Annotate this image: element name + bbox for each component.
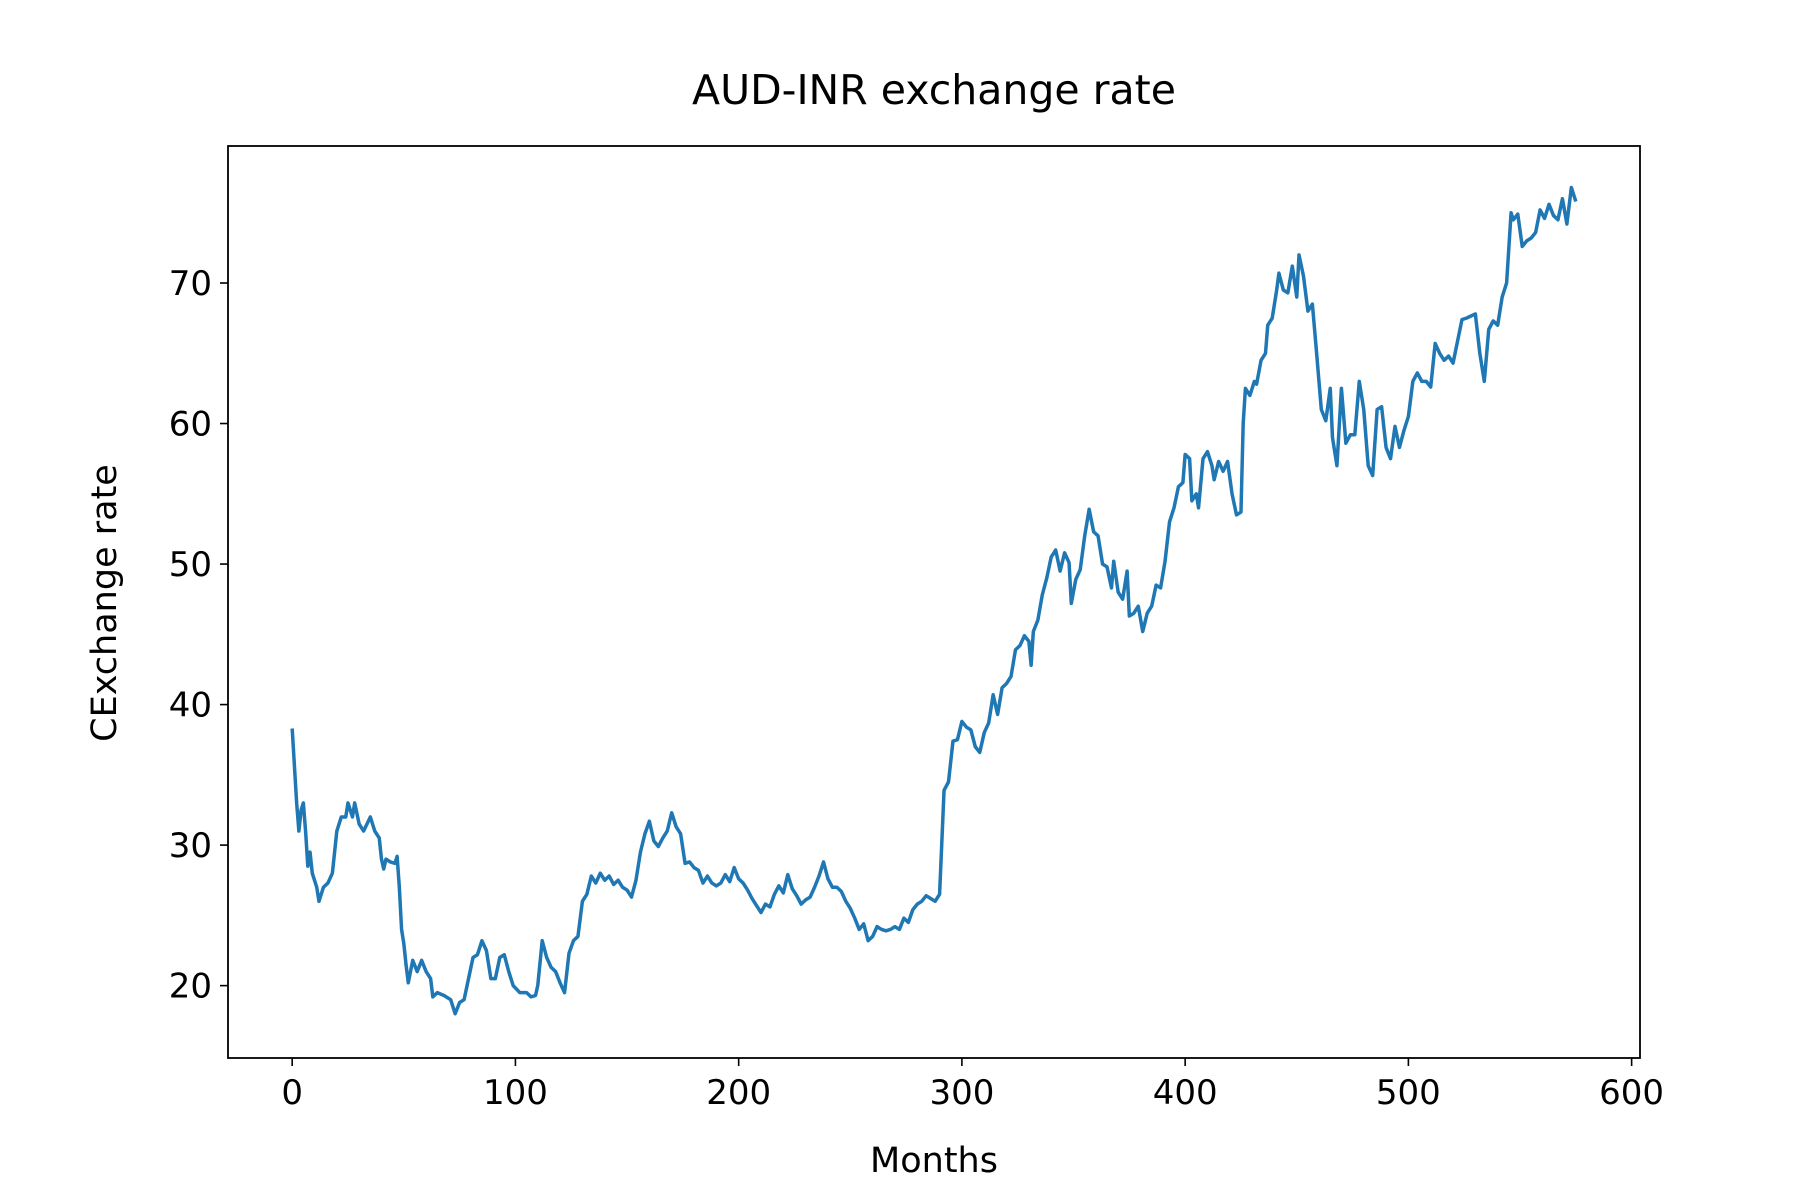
- plot-frame: [227, 145, 1641, 1059]
- y-tick-label: 70: [169, 264, 212, 304]
- x-tick-label: 300: [929, 1073, 994, 1113]
- x-tick-label: 500: [1376, 1073, 1441, 1113]
- x-tick-label: 400: [1153, 1073, 1218, 1113]
- x-axis-label: Months: [870, 1141, 998, 1181]
- y-tick-label: 40: [169, 686, 212, 726]
- y-axis-label: CExchange rate: [85, 464, 125, 742]
- y-tick-label: 50: [169, 545, 212, 585]
- x-tick-label: 600: [1599, 1073, 1664, 1113]
- x-tick-label: 200: [706, 1073, 771, 1113]
- y-tick-label: 30: [169, 826, 212, 866]
- x-tick-label: 0: [281, 1073, 303, 1113]
- y-tick-label: 60: [169, 405, 212, 445]
- chart-title: AUD-INR exchange rate: [692, 66, 1176, 114]
- y-tick-label: 20: [169, 967, 212, 1007]
- line: [290, 185, 1578, 1016]
- x-tick-label: 100: [483, 1073, 548, 1113]
